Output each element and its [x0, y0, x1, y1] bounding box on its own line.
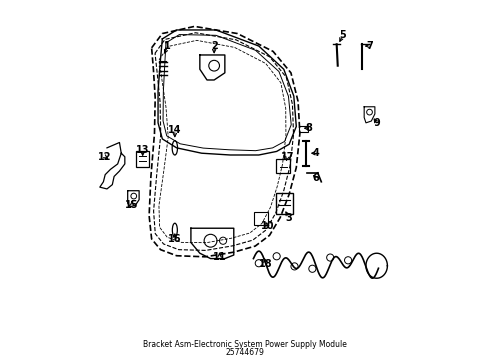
Text: 8: 8 — [305, 123, 312, 133]
Text: 6: 6 — [312, 173, 319, 183]
Text: 5: 5 — [339, 30, 346, 40]
Text: 4: 4 — [312, 148, 319, 158]
Text: 11: 11 — [212, 252, 226, 262]
Text: 25744679: 25744679 — [224, 348, 264, 357]
Text: 16: 16 — [168, 234, 181, 244]
Text: 9: 9 — [372, 118, 379, 128]
Text: 14: 14 — [168, 125, 181, 135]
Text: 18: 18 — [259, 259, 272, 269]
Text: 2: 2 — [210, 41, 217, 51]
Text: 3: 3 — [285, 212, 292, 222]
Text: 17: 17 — [280, 152, 293, 162]
Bar — [254, 212, 268, 225]
Text: 1: 1 — [164, 41, 171, 51]
Text: 13: 13 — [136, 145, 149, 155]
Text: 15: 15 — [125, 200, 139, 210]
Bar — [275, 193, 293, 214]
Text: 12: 12 — [98, 152, 112, 162]
Text: 7: 7 — [366, 41, 372, 51]
Bar — [299, 126, 307, 132]
Bar — [136, 152, 149, 167]
Text: 10: 10 — [261, 221, 274, 231]
Bar — [275, 158, 290, 173]
Text: Bracket Asm-Electronic System Power Supply Module: Bracket Asm-Electronic System Power Supp… — [142, 340, 346, 349]
